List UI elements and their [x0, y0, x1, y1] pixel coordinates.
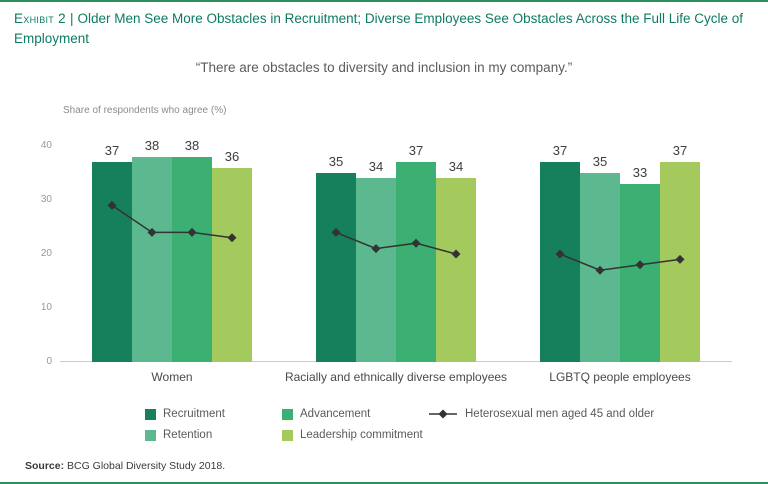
y-axis-tick-label: 20	[40, 248, 52, 259]
legend-label-line-series: Heterosexual men aged 45 and older	[465, 408, 655, 420]
legend-item-leadership: Leadership commitment	[282, 429, 428, 441]
chart-title-quote: “There are obstacles to diversity and in…	[195, 60, 573, 75]
bar-value-label: 38	[144, 137, 160, 153]
legend-label-advancement: Advancement	[300, 408, 371, 420]
y-axis-tick-label: 30	[40, 194, 52, 205]
bar-value-label: 37	[408, 143, 424, 159]
bar-value-label: 35	[328, 154, 344, 169]
advancement-swatch	[282, 408, 293, 420]
legend-item-line-series: Heterosexual men aged 45 and older	[428, 408, 654, 420]
bar-leadership-commitment	[660, 162, 700, 362]
legend-item-recruitment: Recruitment	[145, 408, 282, 420]
legend-label-recruitment: Recruitment	[163, 408, 225, 420]
category-label: Women	[151, 370, 193, 384]
bar-value-label: 33	[632, 164, 648, 180]
bar-retention	[580, 173, 620, 362]
bar-value-label: 37	[552, 143, 568, 159]
title-separator: |	[69, 11, 74, 26]
y-axis-tick-label: 10	[40, 302, 52, 313]
bar-recruitment	[316, 173, 356, 362]
legend-label-leadership: Leadership commitment	[300, 429, 423, 441]
legend: Recruitment Retention Advancement Leader…	[145, 408, 654, 441]
exhibit-label: Exhibit 2	[14, 11, 66, 26]
source-text: BCG Global Diversity Study 2018.	[64, 460, 226, 472]
bar-value-label: 37	[104, 143, 120, 159]
bar-retention	[132, 156, 172, 362]
leadership-commitment-swatch	[282, 429, 293, 441]
exhibit-title-text: Older Men See More Obstacles in Recruitm…	[14, 11, 744, 47]
legend-column-2: Advancement Leadership commitment	[282, 408, 428, 441]
bottom-border-rule	[0, 482, 768, 484]
category-label: LGBTQ people employees	[549, 370, 691, 384]
recruitment-swatch	[145, 408, 156, 420]
y-axis-note: Share of respondents who agree (%)	[63, 105, 227, 116]
bar-value-label: 35	[592, 154, 608, 169]
bar-advancement	[172, 156, 212, 362]
legend-label-retention: Retention	[163, 429, 213, 441]
source-line: Source: BCG Global Diversity Study 2018.	[25, 460, 225, 472]
exhibit-title: Exhibit 2 | Older Men See More Obstacles i…	[14, 9, 756, 50]
top-border-rule	[0, 0, 768, 2]
bar-value-label: 38	[184, 137, 200, 153]
source-label: Source:	[25, 460, 65, 472]
bar-advancement	[396, 162, 436, 362]
y-axis-tick-label: 0	[46, 356, 52, 367]
bar-leadership-commitment	[212, 167, 252, 362]
diamond-line-icon	[428, 408, 458, 420]
bar-leadership-commitment	[436, 178, 476, 362]
y-axis-tick-label: 40	[40, 140, 52, 151]
bar-value-label: 34	[448, 159, 464, 175]
legend-item-retention: Retention	[145, 429, 282, 441]
legend-item-advancement: Advancement	[282, 408, 428, 420]
bar-value-label: 36	[224, 148, 240, 164]
legend-column-3: Heterosexual men aged 45 and older	[428, 408, 654, 420]
legend-column-1: Recruitment Retention	[145, 408, 282, 441]
bar-value-label: 34	[368, 159, 384, 175]
bar-chart: 0 10 20 30 40 37 38 38 36 Women 35 34 37 34 Racially a…	[0, 139, 768, 384]
retention-swatch	[145, 429, 156, 441]
bar-advancement	[620, 183, 660, 362]
bar-recruitment	[540, 162, 580, 362]
category-label: Racially and ethnically diverse employee…	[284, 370, 508, 384]
bar-retention	[356, 178, 396, 362]
bar-recruitment	[92, 162, 132, 362]
bar-value-label: 37	[672, 143, 688, 159]
